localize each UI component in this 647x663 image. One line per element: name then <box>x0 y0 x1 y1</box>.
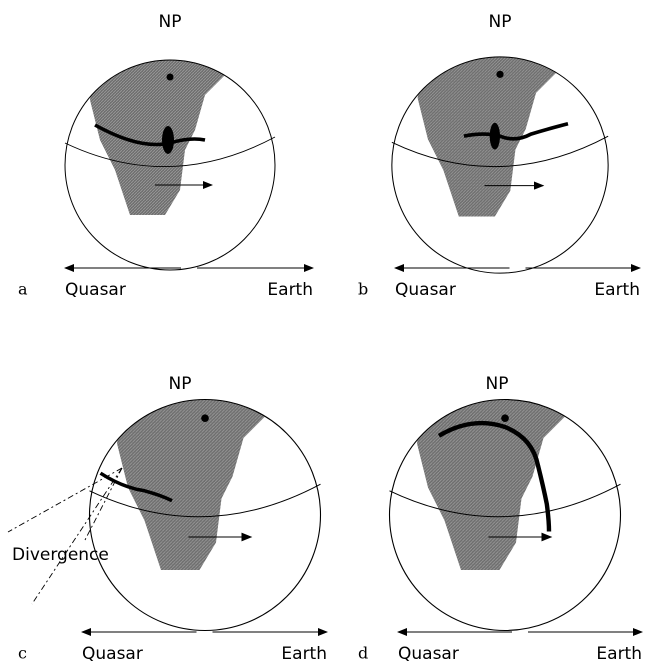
pole-label: NP <box>169 374 192 394</box>
equator <box>64 136 276 167</box>
globe-d <box>388 398 622 632</box>
annotation: Divergence <box>12 545 109 565</box>
left-label: Quasar <box>398 644 459 663</box>
equator <box>89 483 321 518</box>
pole-dot <box>166 73 174 81</box>
pole-dot <box>501 414 509 423</box>
globe-outline <box>388 398 622 632</box>
panel-letter: c <box>18 644 27 663</box>
continent <box>416 399 583 571</box>
divergence-lines <box>7 467 123 605</box>
pole-label: NP <box>159 12 182 32</box>
globe-outline <box>391 56 609 274</box>
left-label: Quasar <box>65 280 126 300</box>
pole-label: NP <box>486 374 509 394</box>
globe-c <box>88 398 322 632</box>
equator <box>389 483 621 518</box>
globe-outline <box>64 59 276 271</box>
globe-body <box>64 59 276 271</box>
globe-b <box>391 56 609 274</box>
globe-a <box>64 59 276 271</box>
pole-dot <box>496 70 504 78</box>
globe-body <box>88 398 322 632</box>
right-label: Earth <box>596 644 642 663</box>
track <box>94 123 206 154</box>
track <box>463 122 569 150</box>
pole-dot <box>201 414 209 423</box>
panel-letter: b <box>358 280 368 299</box>
panel-letter: d <box>358 644 368 663</box>
globe-outline <box>88 398 322 632</box>
left-label: Quasar <box>82 644 143 663</box>
pole-label: NP <box>489 12 512 32</box>
track <box>437 420 552 532</box>
equator <box>391 135 609 168</box>
globe-body <box>388 398 622 632</box>
right-label: Earth <box>281 644 327 663</box>
continent <box>116 399 283 571</box>
left-label: Quasar <box>395 280 456 300</box>
panel-letter: a <box>18 280 28 299</box>
globe-body <box>391 56 609 274</box>
right-label: Earth <box>267 280 313 300</box>
right-label: Earth <box>594 280 640 300</box>
